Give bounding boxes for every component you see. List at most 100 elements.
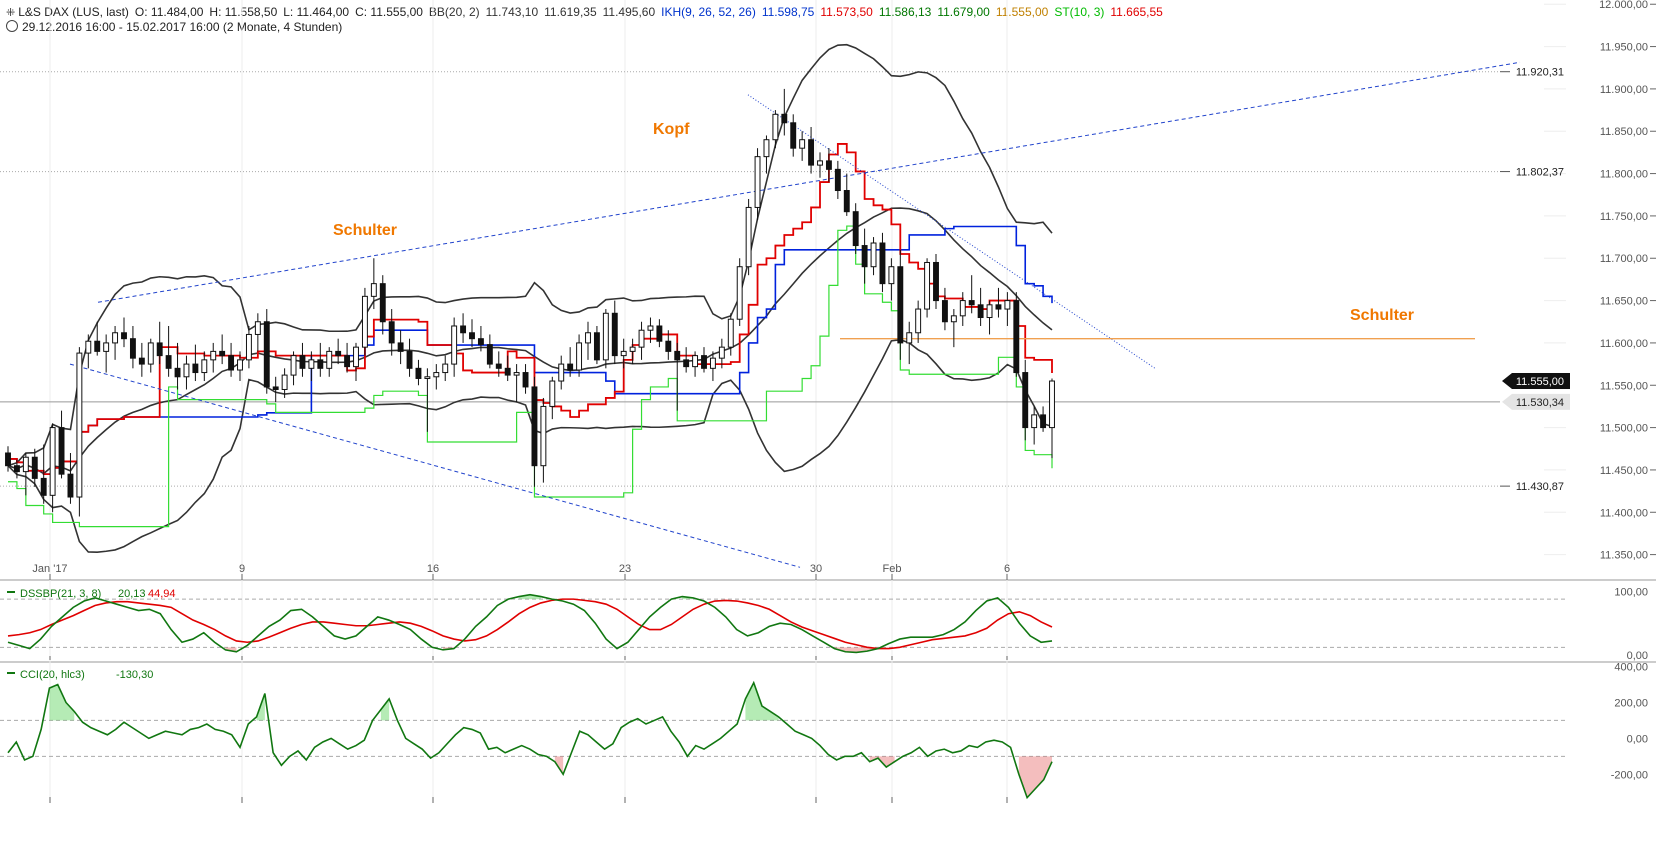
header-value: 11.679,00 [937,5,990,19]
dssbp-panel[interactable]: 100,00 0,00 DSSBP(21, 3, 8) 20,13 44,94 [0,587,1648,662]
candle-body [897,266,904,344]
candle-body [174,367,181,378]
header-value: IKH(9, 26, 52, 26) [661,5,756,19]
header-value: ST(10, 3) [1054,5,1105,19]
candle-body [49,427,56,496]
candle-body [986,304,993,319]
level-label: 11.920,31 [1516,67,1564,79]
header-value: 11.743,10 [485,5,539,19]
candle-body [924,261,931,310]
candle-body [335,350,342,357]
price-panel[interactable] [5,43,1521,568]
candle-body [210,350,217,361]
candle-body [799,139,806,149]
candle-body [718,346,725,359]
candle-body [58,427,65,475]
candle-body [861,245,868,268]
close-price-label: 11.530,34 [1516,397,1564,409]
candle-body [941,300,948,323]
candle-body [692,355,699,368]
candle-body [620,350,627,357]
date-label: Jan '17 [32,563,67,575]
grid [0,0,1656,803]
candle-body [495,363,502,369]
candle-body [843,190,850,213]
candle-body [701,355,707,369]
date-label: 9 [239,563,245,575]
dssbp-legend-name: DSSBP(21, 3, 8) [20,588,101,600]
close-price-tag [1502,393,1570,410]
trendline-lower [69,363,801,568]
cci-legend-value: -130,30 [116,669,153,681]
candle-body [754,156,761,208]
header-line1: ⁜ L&S DAX (LUS, last) O: 11.484,00 H: 11.55… [6,5,1169,19]
candle-body [460,325,467,334]
cci-oversold-fill [1018,756,1052,798]
date-label: Feb [883,563,902,575]
candle-body [344,355,351,368]
candle-body [513,372,520,376]
candle-body [674,350,681,361]
price-tick-label: 11.450,00 [1600,465,1648,477]
candle-body [183,363,190,378]
header-value: 11.665,55 [1110,5,1163,19]
legend-swatch [7,591,15,593]
candle-body [763,139,770,158]
price-axis: Jan '17 9 16 23 30 Feb 6 12.000,00 11.950,00 11.9… [32,0,1656,575]
candle-body [1013,300,1020,374]
annotations: Schulter Kopf Schulter [333,121,1414,324]
pattern-annotation: Kopf [653,121,690,138]
price-tick-label: 11.400,00 [1600,507,1648,519]
candle-body [165,355,172,369]
candle-body [85,340,92,354]
price-tick-label: 11.600,00 [1600,338,1648,350]
cci-line [7,680,1053,800]
candle-body [379,283,386,323]
date-label: 16 [427,563,439,575]
price-tick-label: 11.500,00 [1600,423,1648,435]
cci-legend-name: CCI(20, hlc3) [20,669,85,681]
candle-body [906,332,913,344]
candle-body [665,340,672,352]
clock-icon [6,20,18,32]
header-value: 11.573,50 [820,5,873,19]
candle-body [558,363,565,382]
candle-body [245,333,252,361]
cci-panel[interactable]: 400,00 200,00 0,00 -200,00 CCI(20, hlc3) -130… [0,662,1648,800]
ohlc-readout: L&S DAX (LUS, last) O: 11.484,00 H: 11.558… [18,5,1169,19]
last-price-label: 11.555,00 [1516,376,1564,388]
candle-body [1022,372,1029,429]
header-value: 11.619,35 [544,5,597,19]
candle-body [888,266,895,285]
candle-body [870,242,877,268]
date-label: 6 [1004,563,1010,575]
candle-body [585,332,591,344]
candle-body [647,325,654,331]
candle-body [522,372,529,388]
candle-body [442,363,449,374]
pattern-annotation: Schulter [333,222,397,239]
candle-body [567,363,574,371]
header-value: 11.555,00 [995,5,1049,19]
candle-body [531,386,538,467]
candle-body [13,465,20,473]
cci-axis-label: 0,00 [1627,733,1648,745]
candle-body [228,355,235,371]
candle-body [129,338,136,359]
price-tick-label: 11.350,00 [1600,550,1648,562]
candle-body [147,342,154,365]
candle-body [772,113,779,141]
candle-body [1031,414,1038,429]
candle-body [192,363,199,374]
price-tick-label: 11.950,00 [1600,42,1648,54]
candle-body [959,300,966,317]
candle-body [424,376,431,379]
candle-body [504,367,511,376]
candle-body [112,332,119,344]
menu-icon[interactable]: ⁜ [6,7,16,19]
candle-body [950,315,957,323]
candle-body [406,350,413,369]
price-tick-label: 12.000,00 [1599,0,1648,11]
candle-body [415,367,422,379]
